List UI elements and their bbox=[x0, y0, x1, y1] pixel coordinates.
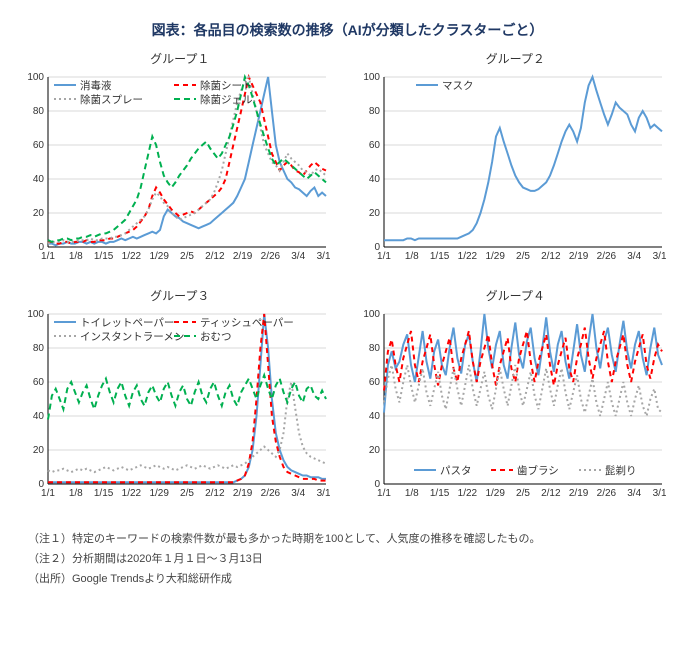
svg-text:1/8: 1/8 bbox=[69, 488, 83, 499]
svg-text:60: 60 bbox=[33, 140, 45, 151]
chart-grid: グループ１ 0204060801001/11/81/151/221/292/52… bbox=[20, 50, 675, 516]
svg-text:20: 20 bbox=[368, 445, 380, 456]
svg-text:1/22: 1/22 bbox=[122, 488, 142, 499]
svg-text:80: 80 bbox=[33, 343, 45, 354]
svg-text:1/1: 1/1 bbox=[41, 488, 55, 499]
svg-text:1/29: 1/29 bbox=[149, 251, 169, 262]
svg-text:2/26: 2/26 bbox=[261, 488, 281, 499]
svg-text:1/15: 1/15 bbox=[94, 251, 114, 262]
svg-text:20: 20 bbox=[33, 208, 45, 219]
svg-text:80: 80 bbox=[368, 343, 380, 354]
chart-svg: 0204060801001/11/81/151/221/292/52/122/1… bbox=[356, 69, 666, 279]
svg-text:インスタントラーメン: インスタントラーメン bbox=[80, 331, 184, 343]
panel-title: グループ３ bbox=[20, 287, 340, 304]
page-title: 図表：各品目の検索数の推移（AIが分類したクラスターごと） bbox=[20, 20, 675, 40]
note-source: （出所）Google Trendsより大和総研作成 bbox=[28, 570, 675, 590]
footnotes: （注１）特定のキーワードの検索件数が最も多かった時期を100として、人気度の推移… bbox=[20, 530, 675, 589]
svg-text:80: 80 bbox=[368, 106, 380, 117]
svg-text:3/11: 3/11 bbox=[652, 488, 665, 499]
chart-svg: 0204060801001/11/81/151/221/292/52/122/1… bbox=[356, 306, 666, 516]
panel-group2: グループ２ 0204060801001/11/81/151/221/292/52… bbox=[356, 50, 676, 279]
svg-text:トイレットペーパー: トイレットペーパー bbox=[80, 317, 174, 329]
panel-group4: グループ４ 0204060801001/11/81/151/221/292/52… bbox=[356, 287, 676, 516]
svg-text:1/15: 1/15 bbox=[429, 488, 449, 499]
svg-text:20: 20 bbox=[33, 445, 45, 456]
panel-title: グループ４ bbox=[356, 287, 676, 304]
svg-text:2/12: 2/12 bbox=[541, 251, 561, 262]
svg-text:除菌ジェル: 除菌ジェル bbox=[200, 93, 253, 106]
svg-text:40: 40 bbox=[368, 411, 380, 422]
panel-group3: グループ３ 0204060801001/11/81/151/221/292/52… bbox=[20, 287, 340, 516]
note-2: （注２）分析期間は2020年１月１日～３月13日 bbox=[28, 550, 675, 570]
svg-text:3/11: 3/11 bbox=[652, 251, 665, 262]
chart-svg: 0204060801001/11/81/151/221/292/52/122/1… bbox=[20, 69, 330, 279]
svg-text:3/11: 3/11 bbox=[317, 251, 330, 262]
svg-text:マスク: マスク bbox=[442, 80, 474, 92]
svg-text:60: 60 bbox=[368, 140, 380, 151]
svg-text:1/1: 1/1 bbox=[377, 488, 391, 499]
svg-text:100: 100 bbox=[27, 72, 44, 83]
svg-text:パスタ: パスタ bbox=[440, 465, 472, 477]
svg-text:100: 100 bbox=[27, 309, 44, 320]
panel-title: グループ１ bbox=[20, 50, 340, 67]
svg-text:1/1: 1/1 bbox=[377, 251, 391, 262]
svg-text:除菌シート: 除菌シート bbox=[200, 79, 253, 92]
svg-text:おむつ: おむつ bbox=[200, 331, 232, 343]
svg-text:3/4: 3/4 bbox=[291, 251, 305, 262]
svg-text:1/29: 1/29 bbox=[485, 488, 505, 499]
svg-text:20: 20 bbox=[368, 208, 380, 219]
panel-title: グループ２ bbox=[356, 50, 676, 67]
svg-text:2/12: 2/12 bbox=[541, 488, 561, 499]
svg-text:3/11: 3/11 bbox=[317, 488, 330, 499]
svg-text:1/22: 1/22 bbox=[457, 251, 477, 262]
svg-text:3/4: 3/4 bbox=[627, 251, 641, 262]
svg-text:1/8: 1/8 bbox=[404, 251, 418, 262]
svg-text:1/8: 1/8 bbox=[69, 251, 83, 262]
svg-text:2/26: 2/26 bbox=[596, 488, 616, 499]
svg-text:2/19: 2/19 bbox=[568, 251, 588, 262]
panel-group1: グループ１ 0204060801001/11/81/151/221/292/52… bbox=[20, 50, 340, 279]
svg-text:髭剃り: 髭剃り bbox=[605, 464, 637, 477]
svg-text:80: 80 bbox=[33, 106, 45, 117]
svg-text:3/4: 3/4 bbox=[291, 488, 305, 499]
svg-text:1/22: 1/22 bbox=[457, 488, 477, 499]
svg-text:2/19: 2/19 bbox=[233, 488, 253, 499]
svg-text:2/5: 2/5 bbox=[516, 251, 530, 262]
svg-text:除菌スプレー: 除菌スプレー bbox=[80, 93, 143, 106]
svg-text:1/8: 1/8 bbox=[404, 488, 418, 499]
svg-text:1/29: 1/29 bbox=[485, 251, 505, 262]
svg-text:40: 40 bbox=[33, 411, 45, 422]
chart-svg: 0204060801001/11/81/151/221/292/52/122/1… bbox=[20, 306, 330, 516]
svg-text:ティッシュペーパー: ティッシュペーパー bbox=[200, 317, 294, 329]
svg-text:60: 60 bbox=[368, 377, 380, 388]
svg-text:2/5: 2/5 bbox=[180, 251, 194, 262]
svg-text:1/22: 1/22 bbox=[122, 251, 142, 262]
svg-text:2/19: 2/19 bbox=[233, 251, 253, 262]
svg-text:100: 100 bbox=[363, 309, 380, 320]
svg-text:消毒液: 消毒液 bbox=[80, 79, 112, 92]
svg-text:100: 100 bbox=[363, 72, 380, 83]
svg-text:1/1: 1/1 bbox=[41, 251, 55, 262]
svg-text:3/4: 3/4 bbox=[627, 488, 641, 499]
svg-text:2/26: 2/26 bbox=[596, 251, 616, 262]
svg-text:2/26: 2/26 bbox=[261, 251, 281, 262]
svg-text:1/15: 1/15 bbox=[94, 488, 114, 499]
svg-text:60: 60 bbox=[33, 377, 45, 388]
svg-text:歯ブラシ: 歯ブラシ bbox=[517, 464, 559, 477]
note-1: （注１）特定のキーワードの検索件数が最も多かった時期を100として、人気度の推移… bbox=[28, 530, 675, 550]
svg-text:1/29: 1/29 bbox=[149, 488, 169, 499]
svg-text:40: 40 bbox=[33, 174, 45, 185]
svg-text:2/5: 2/5 bbox=[180, 488, 194, 499]
svg-text:1/15: 1/15 bbox=[429, 251, 449, 262]
svg-text:2/12: 2/12 bbox=[205, 488, 225, 499]
svg-text:2/5: 2/5 bbox=[516, 488, 530, 499]
svg-text:2/19: 2/19 bbox=[568, 488, 588, 499]
svg-text:2/12: 2/12 bbox=[205, 251, 225, 262]
svg-text:40: 40 bbox=[368, 174, 380, 185]
